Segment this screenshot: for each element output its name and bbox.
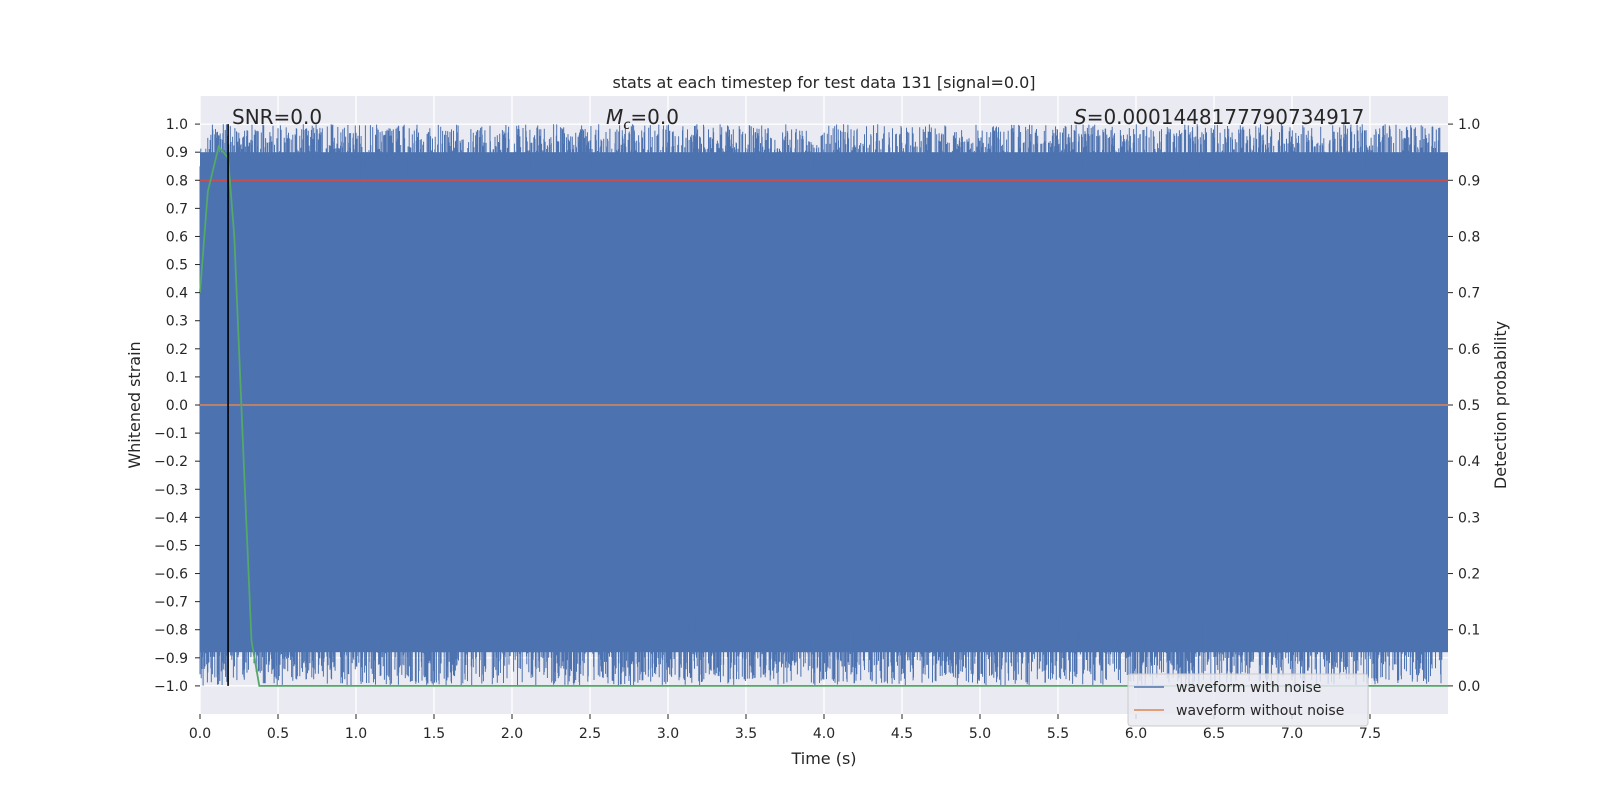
- y-right-tick-label: 0.1: [1458, 623, 1480, 639]
- x-tick-label: 3.0: [657, 726, 679, 742]
- y-left-tick-label: 0.1: [166, 370, 188, 386]
- x-tick-label: 7.0: [1281, 726, 1303, 742]
- x-tick-label: 6.0: [1125, 726, 1147, 742]
- y-left-tick-label: 0.8: [166, 173, 188, 189]
- y-axis-left-label: Whitened strain: [125, 341, 144, 468]
- chart-title: stats at each timestep for test data 131…: [612, 73, 1035, 92]
- mc-value: =0.0: [630, 105, 679, 129]
- y-left-tick-label: 0.2: [166, 342, 188, 358]
- y-left-tick-label: 0.3: [166, 314, 188, 330]
- mc-symbol: M: [606, 105, 623, 129]
- detection-probability-line: [199, 144, 1448, 687]
- y-left-tick-label: 1.0: [166, 117, 188, 133]
- y-left-tick-label: −0.7: [154, 595, 188, 611]
- y-left-tick-label: 0.5: [166, 258, 188, 274]
- x-tick-label: 3.5: [735, 726, 757, 742]
- y-left-tick-label: −0.8: [154, 623, 188, 639]
- x-tick-label: 1.5: [423, 726, 445, 742]
- s-value: =0.0001448177790734917: [1087, 105, 1365, 129]
- y-left-tick-label: −0.5: [154, 538, 188, 554]
- y-right-tick-label: 0.4: [1458, 454, 1480, 470]
- y-axis-right-label: Detection probability: [1491, 321, 1510, 489]
- legend-box: [1127, 673, 1369, 727]
- y-right-tick-label: 0.0: [1458, 679, 1480, 695]
- y-left-tick-label: −0.1: [154, 426, 188, 442]
- y-left-tick-label: −0.4: [154, 510, 188, 526]
- mc-annotation: Mc=0.0: [606, 105, 679, 133]
- snr-annotation: SNR=0.0: [232, 105, 322, 129]
- y-right-tick-label: 0.3: [1458, 510, 1480, 526]
- y-right-tick-label: 0.7: [1458, 286, 1480, 302]
- y-left-tick-label: 0.4: [166, 286, 188, 302]
- s-annotation: S=0.0001448177790734917: [1074, 105, 1364, 129]
- s-symbol: S: [1074, 105, 1087, 129]
- x-tick-label: 2.0: [501, 726, 523, 742]
- x-tick-label: 0.0: [189, 726, 211, 742]
- x-tick-label: 2.5: [579, 726, 601, 742]
- axes: 0.0 0.5 1.0 1.5 2.0 2.5 3.0 3.5 4.0 4.5 5.0 5.5 6.0 6…: [154, 117, 1480, 742]
- y-left-tick-label: 0.7: [166, 201, 188, 217]
- y-right-tick-label: 1.0: [1458, 117, 1480, 133]
- x-axis-label: Time (s): [790, 749, 856, 768]
- x-tick-label: 4.0: [813, 726, 835, 742]
- y-left-tick-label: −0.3: [154, 482, 188, 498]
- x-tick-label: 1.0: [345, 726, 367, 742]
- y-right-tick-label: 0.6: [1458, 342, 1480, 358]
- waveform-with-noise-series: [199, 124, 1448, 686]
- legend-label-without-noise: waveform without noise: [1176, 703, 1344, 719]
- x-tick-label: 4.5: [891, 726, 913, 742]
- y-left-tick-label: −0.9: [154, 651, 188, 667]
- x-tick-label: 5.0: [969, 726, 991, 742]
- x-tick-label: 5.5: [1047, 726, 1069, 742]
- x-tick-label: 0.5: [267, 726, 289, 742]
- x-tick-label: 7.5: [1359, 726, 1381, 742]
- y-left-tick-label: 0.9: [166, 145, 188, 161]
- x-tick-label: 6.5: [1203, 726, 1225, 742]
- y-left-tick-label: −1.0: [154, 679, 188, 695]
- y-right-tick-label: 0.2: [1458, 567, 1480, 583]
- y-right-tick-label: 0.8: [1458, 229, 1480, 245]
- overlays: [199, 124, 1448, 687]
- y-left-tick-label: 0.6: [166, 229, 188, 245]
- legend-label-with-noise: waveform with noise: [1176, 680, 1321, 696]
- y-left-tick-label: −0.2: [154, 454, 188, 470]
- mc-subscript: c: [623, 118, 630, 133]
- y-right-tick-label: 0.5: [1458, 398, 1480, 414]
- y-left-tick-label: 0.0: [166, 398, 188, 414]
- y-right-tick-label: 0.9: [1458, 173, 1480, 189]
- y-left-tick-label: −0.6: [154, 567, 188, 583]
- legend: waveform with noise waveform without noi…: [1127, 673, 1369, 727]
